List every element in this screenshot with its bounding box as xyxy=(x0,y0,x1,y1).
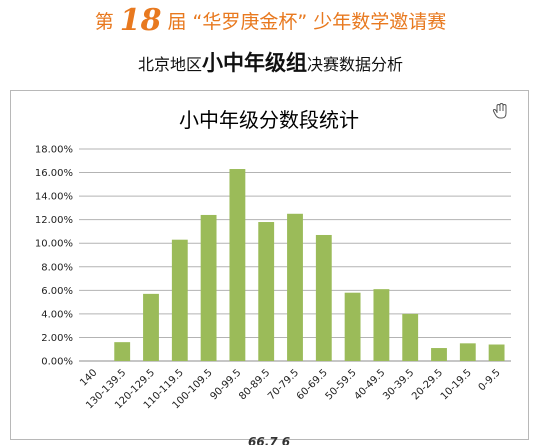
banner-prefix: 第 xyxy=(94,11,114,33)
subtitle-group: 小中年级组 xyxy=(202,51,307,75)
bar xyxy=(488,344,505,361)
bar xyxy=(258,222,275,361)
chart-frame: 小中年级分数段统计 0.00% 2.00% 4.00% 6.00% 8.00% 10.00… xyxy=(10,90,529,440)
y-axis-ticks: 0.00% 2.00% 4.00% 6.00% 8.00% 10.00% 12.00% 14.… xyxy=(35,145,73,368)
banner-suffix: 届 “华罗庚金杯” 少年数学邀请赛 xyxy=(167,11,447,33)
y-tick-label: 10.00% xyxy=(35,239,73,250)
bar xyxy=(402,313,419,361)
x-axis-ticks: 140130-139.5120-129.5110-119.5100-109.59… xyxy=(78,367,502,411)
y-tick-label: 2.00% xyxy=(41,333,73,344)
x-tick-label: 60-69.5 xyxy=(295,367,330,402)
bar xyxy=(143,293,159,361)
footer-text: 66.7 6 xyxy=(248,436,291,445)
bar xyxy=(459,343,476,361)
x-tick-label: 0-9.5 xyxy=(477,367,503,393)
edition-number: 18 xyxy=(119,3,162,38)
bar xyxy=(373,289,390,361)
hand-cursor-icon xyxy=(492,102,507,119)
competition-banner: 第 18 届 “华罗庚金杯” 少年数学邀请赛 xyxy=(0,4,541,39)
bar xyxy=(114,342,131,361)
x-tick-label: 50-59.5 xyxy=(324,367,359,402)
y-tick-label: 12.00% xyxy=(35,215,73,226)
x-tick-label: 40-49.5 xyxy=(352,367,387,402)
subtitle-topic: 决赛数据分析 xyxy=(307,55,404,74)
bar xyxy=(431,348,447,361)
bar xyxy=(171,239,188,361)
bar xyxy=(287,213,303,361)
y-tick-label: 0.00% xyxy=(41,357,73,368)
x-tick-label: 70-79.5 xyxy=(266,367,301,402)
x-tick-label: 10-19.5 xyxy=(439,367,474,402)
x-tick-label: 80-89.5 xyxy=(237,367,272,402)
page-subtitle: 北京地区小中年级组决赛数据分析 xyxy=(0,48,541,80)
y-tick-label: 6.00% xyxy=(41,286,73,297)
bar xyxy=(200,214,217,361)
bar-chart: 小中年级分数段统计 0.00% 2.00% 4.00% 6.00% 8.00% 10.00… xyxy=(35,102,511,411)
y-tick-label: 8.00% xyxy=(41,262,73,273)
chart-title: 小中年级分数段统计 xyxy=(179,108,359,132)
bars xyxy=(114,169,505,361)
x-tick-label: 140 xyxy=(78,367,99,388)
y-tick-label: 14.00% xyxy=(35,192,73,203)
y-tick-label: 16.00% xyxy=(35,168,73,179)
x-tick-label: 30-39.5 xyxy=(381,367,416,402)
bar xyxy=(315,234,332,361)
bar xyxy=(344,292,361,361)
y-tick-label: 18.00% xyxy=(35,145,73,156)
x-tick-label: 20-29.5 xyxy=(410,367,445,402)
x-tick-label: 90-99.5 xyxy=(208,367,243,402)
y-tick-label: 4.00% xyxy=(41,309,73,320)
bar xyxy=(229,169,246,361)
subtitle-region: 北京地区 xyxy=(137,55,202,74)
